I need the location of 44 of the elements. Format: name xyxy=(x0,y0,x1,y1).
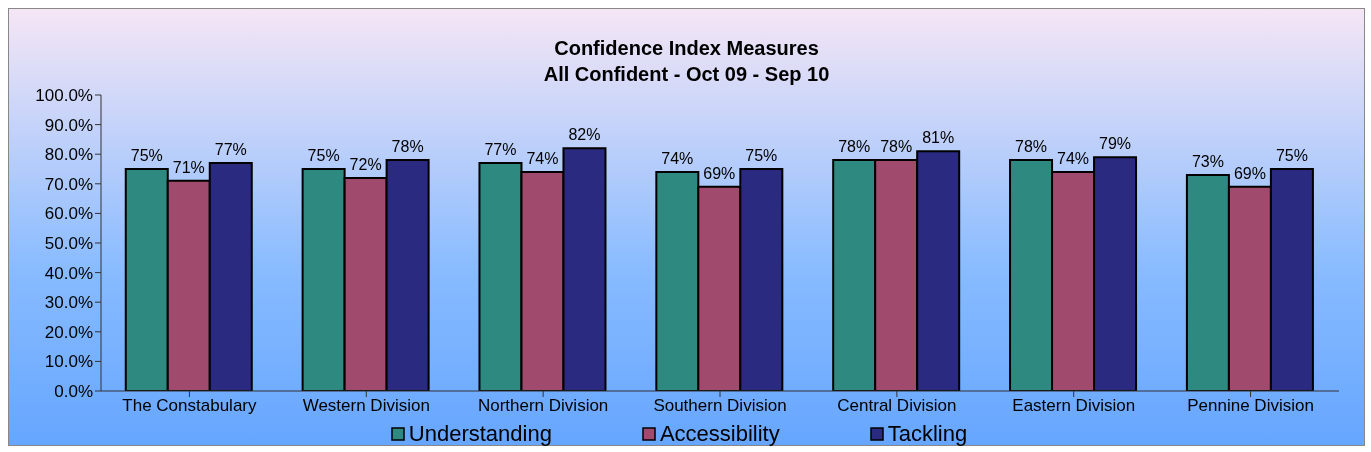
chart-title: Confidence Index Measures xyxy=(553,36,820,61)
y-tick-label: 10.0% xyxy=(44,352,93,372)
y-tick-label: 50.0% xyxy=(44,234,93,254)
data-label: 69% xyxy=(703,164,736,182)
x-tick-label: The Constabulary xyxy=(122,396,258,416)
data-label: 75% xyxy=(1275,147,1308,164)
x-tick-label: Eastern Division xyxy=(1012,396,1136,416)
data-label: 74% xyxy=(661,149,694,167)
y-tick-label: 20.0% xyxy=(44,322,93,342)
y-tick-label: 40.0% xyxy=(44,263,93,283)
data-label: 78% xyxy=(838,138,871,156)
data-label: 75% xyxy=(307,147,340,164)
data-label: 75% xyxy=(745,147,778,164)
data-label: 81% xyxy=(922,129,955,147)
data-label: 78% xyxy=(1015,138,1048,156)
data-label: 82% xyxy=(568,126,601,144)
x-tick-label: Western Division xyxy=(302,396,430,416)
data-label: 75% xyxy=(130,147,163,164)
data-label: 69% xyxy=(1233,164,1266,182)
x-tick-label: Southern Division xyxy=(653,396,787,416)
x-tick-label: Pennine Division xyxy=(1187,396,1314,416)
data-label: 71% xyxy=(172,158,205,176)
y-tick-label: 60.0% xyxy=(44,204,93,224)
legend-label: Tackling xyxy=(887,421,968,447)
y-tick-label: 100.0% xyxy=(35,86,93,106)
data-label: 74% xyxy=(1057,149,1090,167)
legend-label: Accessibility xyxy=(659,421,780,447)
data-label: 78% xyxy=(880,138,913,156)
y-tick-label: 70.0% xyxy=(44,174,93,194)
legend-label: Understanding xyxy=(408,421,552,447)
y-tick-label: 90.0% xyxy=(44,115,93,135)
y-tick-label: 0.0% xyxy=(54,382,93,402)
data-label: 77% xyxy=(484,141,517,159)
data-label: 72% xyxy=(349,155,382,173)
data-label: 74% xyxy=(526,149,559,167)
y-tick-label: 80.0% xyxy=(44,145,93,165)
x-tick-label: Central Division xyxy=(837,396,957,416)
data-label: 79% xyxy=(1099,135,1132,153)
data-label: 78% xyxy=(391,138,424,156)
chart-subtitle: All Confident - Oct 09 - Sep 10 xyxy=(542,62,831,87)
data-label: 77% xyxy=(214,141,247,159)
x-tick-label: Northern Division xyxy=(477,396,609,416)
data-label: 73% xyxy=(1191,152,1224,170)
y-tick-label: 30.0% xyxy=(44,293,93,313)
